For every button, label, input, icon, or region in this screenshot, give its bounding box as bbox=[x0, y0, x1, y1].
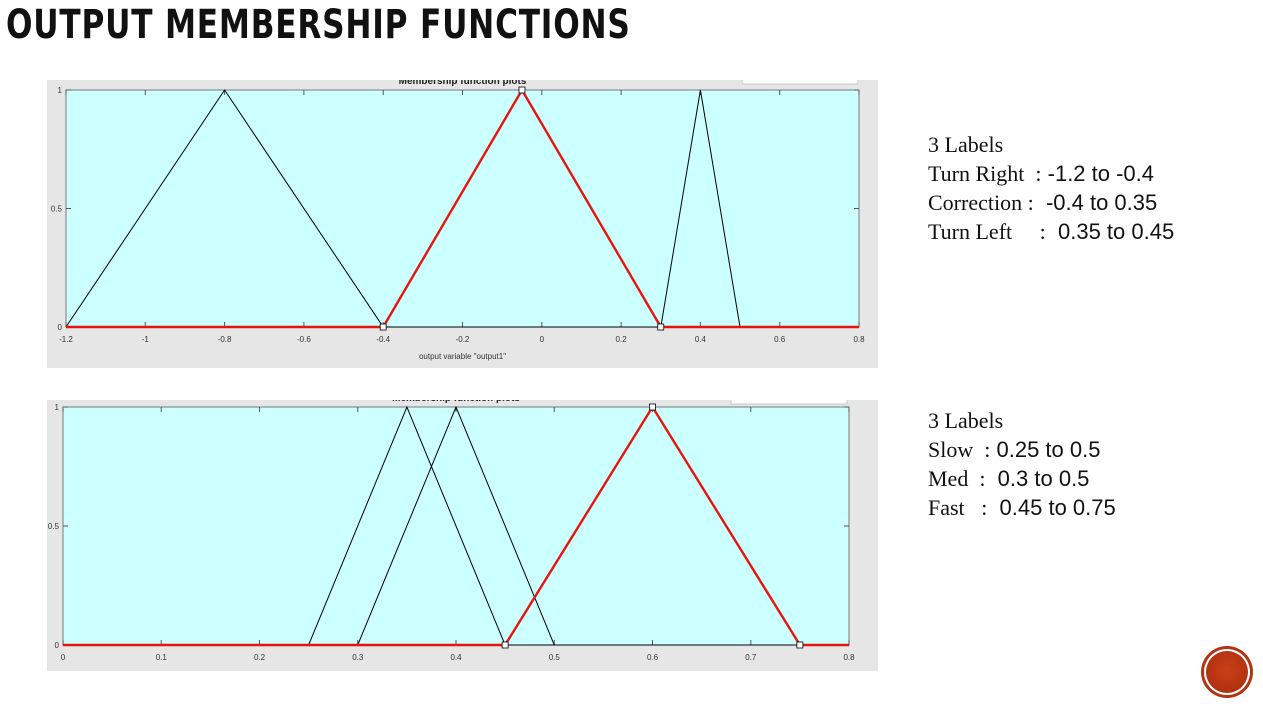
x-tick-label: 0.6 bbox=[774, 335, 786, 344]
y-tick-label: 0.5 bbox=[51, 205, 63, 214]
y-tick-label: 0 bbox=[58, 323, 63, 332]
x-axis-label: output variable "output1" bbox=[419, 352, 506, 361]
info-range: -1.2 to -0.4 bbox=[1041, 161, 1155, 186]
y-tick-label: 1 bbox=[58, 86, 63, 95]
x-tick-label: 0.1 bbox=[156, 653, 168, 662]
info-separator: : bbox=[984, 437, 991, 462]
x-tick-label: 0.4 bbox=[450, 653, 462, 662]
output2-chart-svg: Membership function plots 0 0.1 0.2 0.3 0.4 0.… bbox=[48, 400, 855, 662]
info-row-turn-right: Turn Right : -1.2 to -0.4 bbox=[928, 159, 1174, 188]
x-tick-label: 0 bbox=[61, 653, 66, 662]
plot-area bbox=[65, 89, 860, 328]
info-separator: : bbox=[979, 466, 986, 491]
x-tick-label: -0.2 bbox=[456, 335, 470, 344]
info-heading: 3 Labels bbox=[928, 132, 1004, 157]
info-label: Slow bbox=[928, 437, 985, 462]
info-range: -0.4 to 0.35 bbox=[1033, 190, 1158, 215]
info-range: 0.45 to 0.75 bbox=[987, 495, 1116, 520]
x-tick-label: -1 bbox=[142, 335, 150, 344]
info-range: 0.25 to 0.5 bbox=[990, 437, 1101, 462]
y-tick-label: 1 bbox=[55, 403, 60, 412]
info-range: 0.3 to 0.5 bbox=[985, 466, 1090, 491]
info-row-correction: Correction : -0.4 to 0.35 bbox=[928, 188, 1174, 217]
x-tick-label: 0.7 bbox=[745, 653, 757, 662]
mf-vertex-handle bbox=[657, 323, 665, 331]
mf-vertex-handle bbox=[796, 641, 804, 649]
info-row-turn-left: Turn Left : 0.35 to 0.45 bbox=[928, 217, 1174, 246]
x-tick-label: 0.6 bbox=[647, 653, 659, 662]
x-tick-label: 0.3 bbox=[352, 653, 364, 662]
mf-vertex-handle bbox=[501, 641, 509, 649]
y-tick-label: 0.5 bbox=[48, 522, 60, 531]
mf-vertex-handle bbox=[518, 86, 526, 94]
chart-title: Membership function plots bbox=[399, 80, 527, 87]
x-tick-label: -0.8 bbox=[218, 335, 232, 344]
x-tick-label: 0.2 bbox=[254, 653, 266, 662]
info-row-med: Med : 0.3 to 0.5 bbox=[928, 464, 1116, 493]
info-row-fast: Fast : 0.45 to 0.75 bbox=[928, 493, 1116, 522]
info-heading: 3 Labels bbox=[928, 408, 1004, 433]
x-tick-label: 0.8 bbox=[853, 335, 865, 344]
info-label: Fast bbox=[928, 495, 982, 520]
output2-membership-plot: Membership function plots 0 0.1 0.2 0.3 0.4 0.… bbox=[47, 400, 878, 671]
output2-label-summary: 3 Labels Slow : 0.25 to 0.5 Med : 0.3 to… bbox=[928, 406, 1116, 522]
y-tick-label: 0 bbox=[55, 641, 60, 650]
info-row-slow: Slow : 0.25 to 0.5 bbox=[928, 435, 1116, 464]
info-separator: : bbox=[1039, 219, 1046, 244]
output1-label-summary: 3 Labels Turn Right : -1.2 to -0.4 Corre… bbox=[928, 130, 1174, 246]
info-label: Correction bbox=[928, 190, 1028, 215]
info-separator: : bbox=[981, 495, 988, 520]
x-tick-label: 0 bbox=[540, 335, 545, 344]
x-tick-label: -1.2 bbox=[59, 335, 73, 344]
output1-chart-svg: Membership function plots -1.2 -1 -0.8 -0.6 -… bbox=[51, 80, 865, 361]
info-separator: : bbox=[1035, 161, 1042, 186]
x-tick-label: -0.6 bbox=[297, 335, 311, 344]
plot-listbox-edge bbox=[741, 80, 859, 85]
mf-vertex-handle bbox=[649, 403, 656, 411]
x-tick-label: -0.4 bbox=[376, 335, 390, 344]
output1-membership-plot: Membership function plots -1.2 -1 -0.8 -0.6 -… bbox=[47, 80, 878, 368]
plot-listbox-edge bbox=[730, 400, 848, 405]
info-label: Turn Left bbox=[928, 219, 1040, 244]
info-range: 0.35 to 0.45 bbox=[1045, 219, 1175, 244]
info-label: Turn Right bbox=[928, 161, 1036, 186]
info-label: Med bbox=[928, 466, 980, 491]
slide-title: OUTPUT MEMBERSHIP FUNCTIONS bbox=[6, 2, 631, 48]
x-tick-label: 0.2 bbox=[616, 335, 628, 344]
info-separator: : bbox=[1027, 190, 1034, 215]
mf-vertex-handle bbox=[379, 323, 387, 331]
x-tick-label: 0.5 bbox=[549, 653, 561, 662]
chart-title: Membership function plots bbox=[392, 400, 520, 404]
next-slide-button[interactable] bbox=[1204, 649, 1250, 695]
x-tick-label: 0.8 bbox=[843, 653, 855, 662]
x-tick-label: 0.4 bbox=[695, 335, 707, 344]
